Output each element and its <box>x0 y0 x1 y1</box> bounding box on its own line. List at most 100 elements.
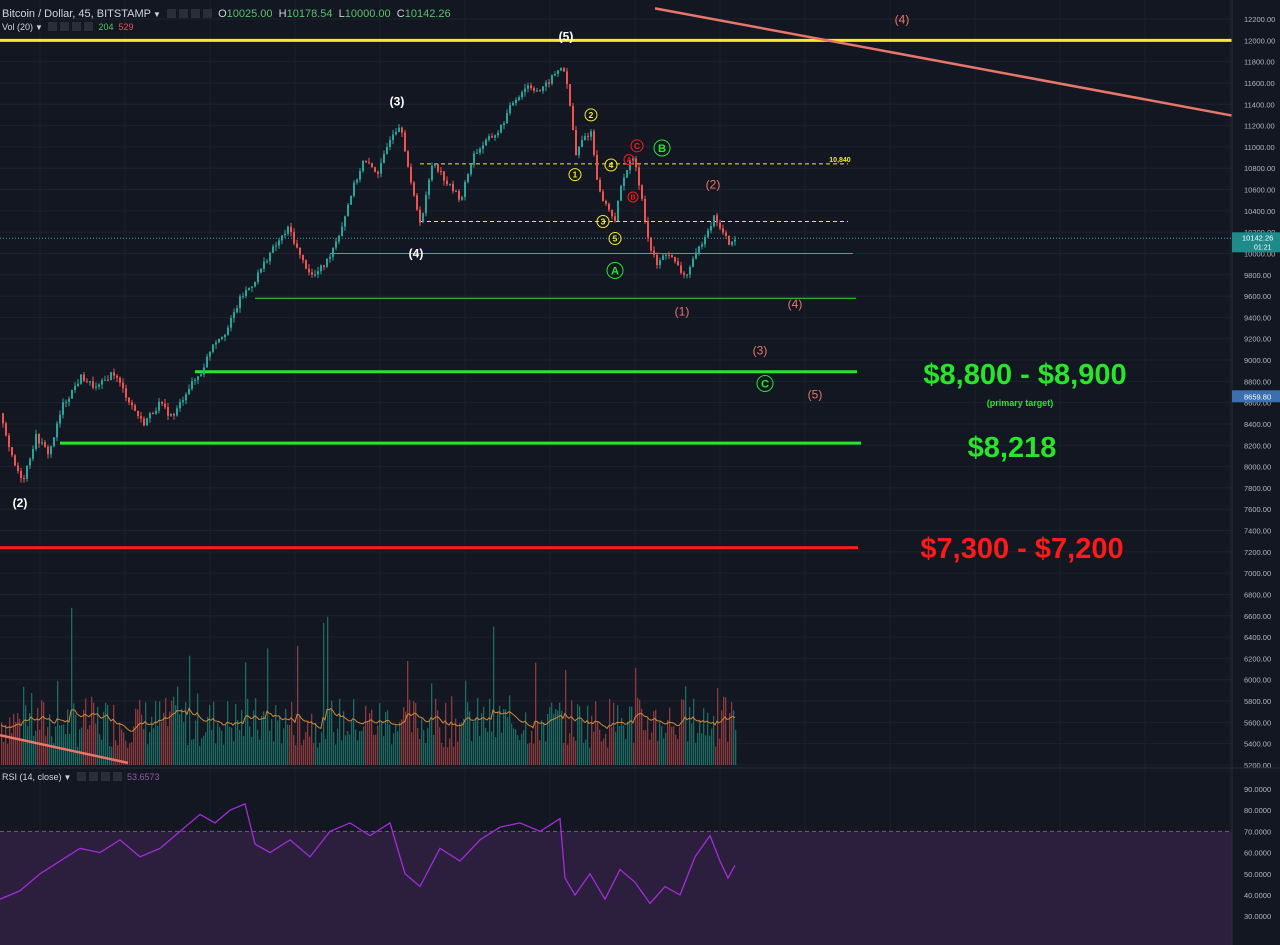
volume-bar <box>373 734 375 765</box>
volume-bar <box>301 745 303 765</box>
volume-bar <box>459 723 461 765</box>
price-tick-label: 10800.00 <box>1244 164 1275 173</box>
candle-down <box>107 379 109 381</box>
close-icon[interactable] <box>100 772 110 781</box>
volume-bar <box>651 732 653 765</box>
price-tick-label: 9400.00 <box>1244 313 1271 322</box>
volume-bar <box>231 727 233 765</box>
volume-bar <box>665 732 667 765</box>
candle-down <box>173 413 175 416</box>
price-tick-label: 12000.00 <box>1244 36 1275 45</box>
candle-up <box>236 308 238 313</box>
chevron-down-icon[interactable]: ▼ <box>35 23 43 32</box>
chevron-down-icon[interactable]: ▼ <box>63 773 72 782</box>
volume-ma-line <box>0 707 736 732</box>
settings-icon[interactable] <box>76 772 86 781</box>
candle-up <box>155 410 157 414</box>
wave-circle <box>630 139 644 153</box>
volume-bar <box>265 717 267 765</box>
wave-circle-label: A <box>626 157 631 164</box>
wave-label: (3) <box>390 94 405 108</box>
volume-bar <box>715 746 717 765</box>
volume-bar <box>629 706 631 765</box>
volume-bar <box>447 747 449 765</box>
candle-down <box>377 171 379 174</box>
candle-up <box>686 274 688 276</box>
rsi-band <box>0 831 1232 945</box>
volume-bar <box>575 740 577 765</box>
candle-down <box>719 222 721 229</box>
rsi-axis[interactable]: 90.0000 80.0000 70.0000 60.0000 50.0000 40.00… <box>1232 767 1280 921</box>
candle-up <box>95 386 97 388</box>
candle-up <box>335 241 337 248</box>
wave-circle-label: 3 <box>601 216 606 226</box>
candle-down <box>410 166 412 183</box>
hide-icon[interactable] <box>178 9 188 18</box>
rsi-label[interactable]: RSI (14, close) <box>2 772 62 782</box>
candle-up <box>398 127 400 132</box>
more-icon[interactable] <box>84 22 94 31</box>
volume-label[interactable]: Vol (20) <box>2 22 34 32</box>
more-icon[interactable] <box>112 772 122 781</box>
candle-down <box>602 191 604 201</box>
volume-bar <box>201 738 203 765</box>
volume-bar <box>401 719 403 765</box>
settings-icon[interactable] <box>48 22 58 31</box>
price-tick-label: 7400.00 <box>1244 527 1271 536</box>
candle-up <box>392 134 394 141</box>
volume-bar <box>525 712 527 765</box>
volume-bar <box>367 721 369 765</box>
candle-up <box>713 215 715 227</box>
chevron-down-icon[interactable]: ▼ <box>152 10 161 19</box>
hide-icon[interactable] <box>60 22 70 31</box>
low-value: 10000.00 <box>344 8 391 20</box>
volume-bar <box>515 729 517 765</box>
volume-bar <box>551 702 553 765</box>
close-icon[interactable] <box>72 22 82 31</box>
volume-bar <box>675 734 677 765</box>
candle-down <box>677 261 679 266</box>
candle-up <box>695 252 697 259</box>
candle-up <box>194 379 196 382</box>
volume-bar <box>29 713 31 765</box>
volume-bar <box>597 721 599 765</box>
volume-bar <box>113 704 115 765</box>
settings-icon[interactable] <box>166 9 176 18</box>
volume-bar <box>429 720 431 765</box>
price-axis[interactable]: 12200.00 12000.00 11800.00 11600.00 11400.00… <box>1231 0 1280 945</box>
price-tick-label: 6000.00 <box>1244 676 1271 685</box>
volume-bar <box>261 715 263 765</box>
candle-down <box>596 154 598 180</box>
volume-bar <box>317 747 319 765</box>
wave-annotations: (2)(3)(4)(5)(4)(2)(1)(4)(3)(5)12345ABCAB… <box>13 12 910 510</box>
candle-up <box>203 367 205 375</box>
volume-bar <box>425 743 427 765</box>
volume-bar <box>25 705 27 765</box>
close-icon[interactable] <box>190 9 200 18</box>
rsi-tick-label: 70.0000 <box>1244 827 1271 836</box>
volume-bar <box>419 739 421 765</box>
current-price-label: 10142.26 <box>1242 233 1273 242</box>
symbol-title[interactable]: Bitcoin / Dollar, 45, BITSTAMP <box>2 8 151 20</box>
hide-icon[interactable] <box>88 772 98 781</box>
candle-up <box>317 271 319 275</box>
candle-up <box>551 75 553 84</box>
candle-up <box>692 258 694 267</box>
candle-up <box>212 344 214 352</box>
volume-bar <box>355 729 357 765</box>
candle-down <box>716 215 718 223</box>
candle-down <box>413 182 415 196</box>
volume-bar <box>103 711 105 765</box>
volume-bar <box>101 739 103 765</box>
volume-bar <box>225 724 227 765</box>
wave-circle <box>756 374 774 392</box>
volume-bar <box>505 709 507 765</box>
candle-up <box>710 226 712 231</box>
price-tick-label: 5400.00 <box>1244 740 1271 749</box>
candle-down <box>323 265 325 267</box>
more-icon[interactable] <box>202 9 212 18</box>
volume-bar <box>211 730 213 765</box>
volume-bar <box>699 719 701 765</box>
candle-up <box>284 233 286 236</box>
